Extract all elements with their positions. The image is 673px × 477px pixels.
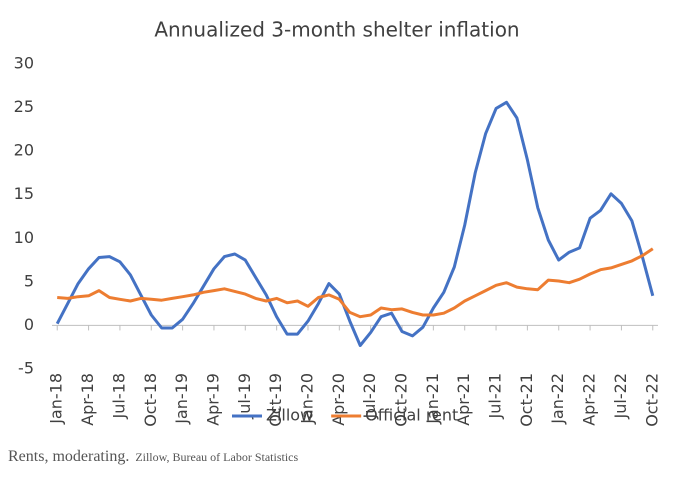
x-tick-label: Apr-22 [580, 373, 599, 426]
x-tick-label: Apr-21 [454, 373, 473, 426]
caption-source: Zillow, Bureau of Labor Statistics [135, 450, 299, 464]
y-tick-label: 20 [14, 141, 34, 160]
x-tick-label: Jul-21 [486, 373, 505, 419]
y-tick-label: 15 [14, 184, 34, 203]
x-tick-label: Oct-18 [141, 373, 160, 427]
chart-title: Annualized 3-month shelter inflation [154, 18, 519, 42]
y-tick-label: 25 [14, 97, 34, 116]
x-tick-label: Jul-18 [109, 373, 128, 419]
line-series [57, 247, 654, 319]
caption-text: Rents, moderating. [8, 448, 130, 465]
x-tick-label: Oct-21 [517, 373, 536, 427]
x-tick-label: Jan-21 [423, 373, 442, 425]
y-tick-label: 10 [14, 228, 34, 247]
y-tick-label: 5 [24, 271, 34, 290]
x-tick-label: Oct-22 [642, 373, 661, 427]
caption: Rents, moderating. Zillow, Bureau of Labo… [8, 448, 298, 466]
x-tick-label: Jan-19 [172, 373, 191, 425]
x-tick-label: Oct-20 [392, 373, 411, 427]
legend-label: Zillow [266, 406, 313, 425]
x-tick-label: Jul-20 [360, 373, 379, 419]
y-tick-label: 0 [24, 315, 34, 334]
x-tick-label: Jan-20 [297, 373, 316, 425]
line-series [55, 100, 655, 347]
x-tick-label: Jan-18 [47, 373, 66, 425]
x-tick-label: Apr-18 [78, 373, 97, 426]
x-tick-label: Jan-22 [548, 373, 567, 425]
y-tick-label: -5 [18, 359, 34, 378]
x-tick-label: Apr-19 [203, 373, 222, 426]
x-tick-label: Oct-19 [266, 373, 285, 427]
x-tick-label: Jul-22 [611, 373, 630, 419]
x-tick-label: Jul-19 [235, 373, 254, 419]
legend-label: Official rent [365, 406, 458, 425]
y-tick-label: 30 [14, 54, 34, 73]
x-tick-label: Apr-20 [329, 373, 348, 426]
chart: Annualized 3-month shelter inflation -5 0… [14, 18, 662, 427]
